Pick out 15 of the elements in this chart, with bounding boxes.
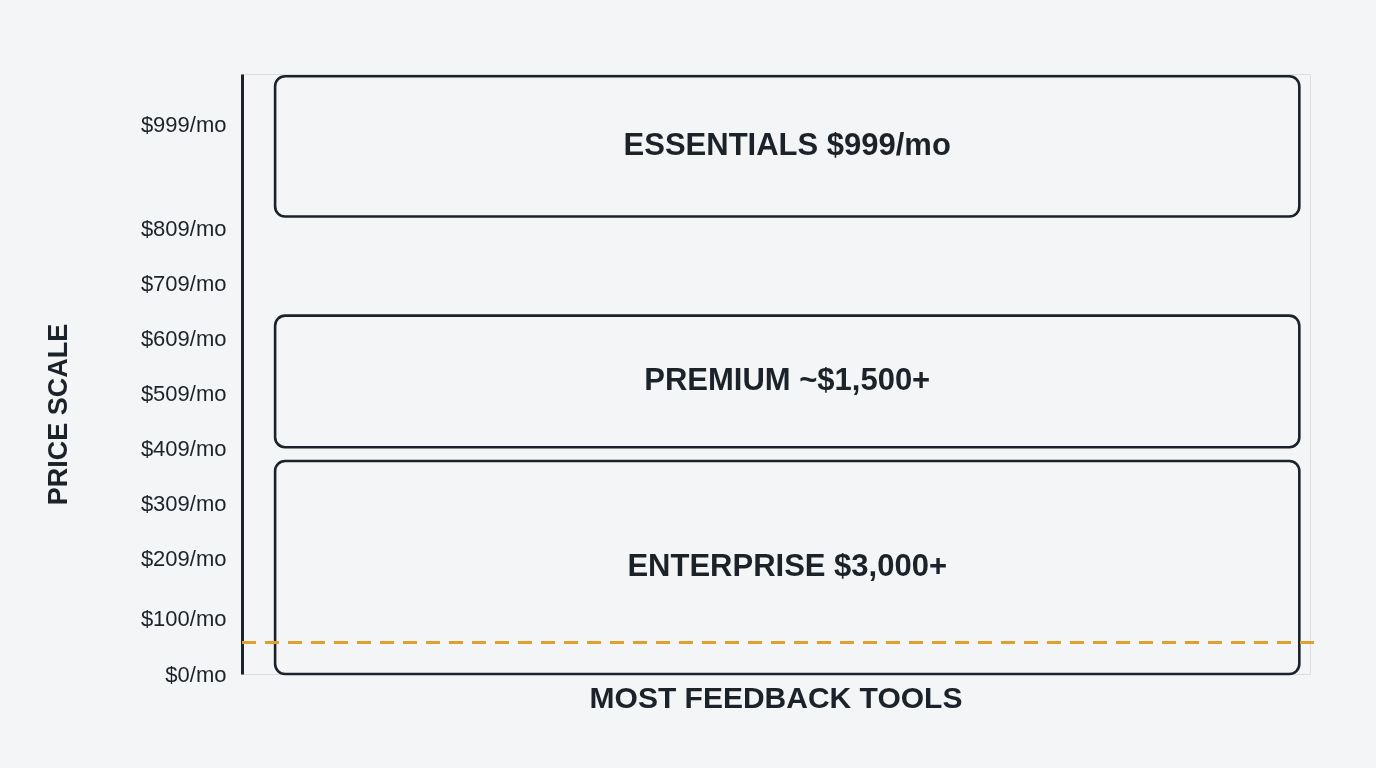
y-tick-label: $0/mo xyxy=(165,661,227,687)
series-label: ESSENTIALS $999/mo xyxy=(623,127,951,163)
y-tick-label: $809/mo xyxy=(140,216,227,242)
series-label: ENTERPRISE $3,000+ xyxy=(627,548,948,584)
y-tick-label: $409/mo xyxy=(140,436,227,462)
y-axis-title: PRICE SCALE xyxy=(42,323,73,506)
y-tick-label: $209/mo xyxy=(140,546,227,572)
series-label: PREMIUM ~$1,500+ xyxy=(644,362,931,398)
y-tick-label: $509/mo xyxy=(140,381,227,407)
ref-line-label: MOST FEEDBACK TOOLS xyxy=(589,680,963,714)
y-tick-label: $709/mo xyxy=(140,271,227,297)
y-tick-label: $999/mo xyxy=(140,111,227,137)
y-tick-label: $100/mo xyxy=(140,606,227,632)
y-tick-label: $309/mo xyxy=(140,491,227,517)
y-tick-label: $609/mo xyxy=(140,326,227,352)
